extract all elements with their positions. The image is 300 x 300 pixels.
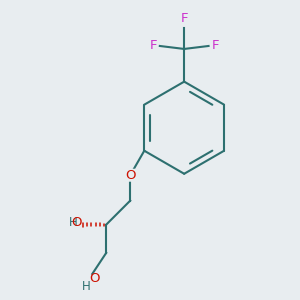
Text: H: H — [82, 280, 91, 293]
Text: O: O — [72, 216, 82, 230]
Text: F: F — [212, 40, 219, 52]
Text: O: O — [89, 272, 100, 285]
Text: H: H — [69, 216, 78, 229]
Text: F: F — [149, 40, 157, 52]
Text: F: F — [180, 12, 188, 25]
Text: O: O — [125, 169, 136, 182]
